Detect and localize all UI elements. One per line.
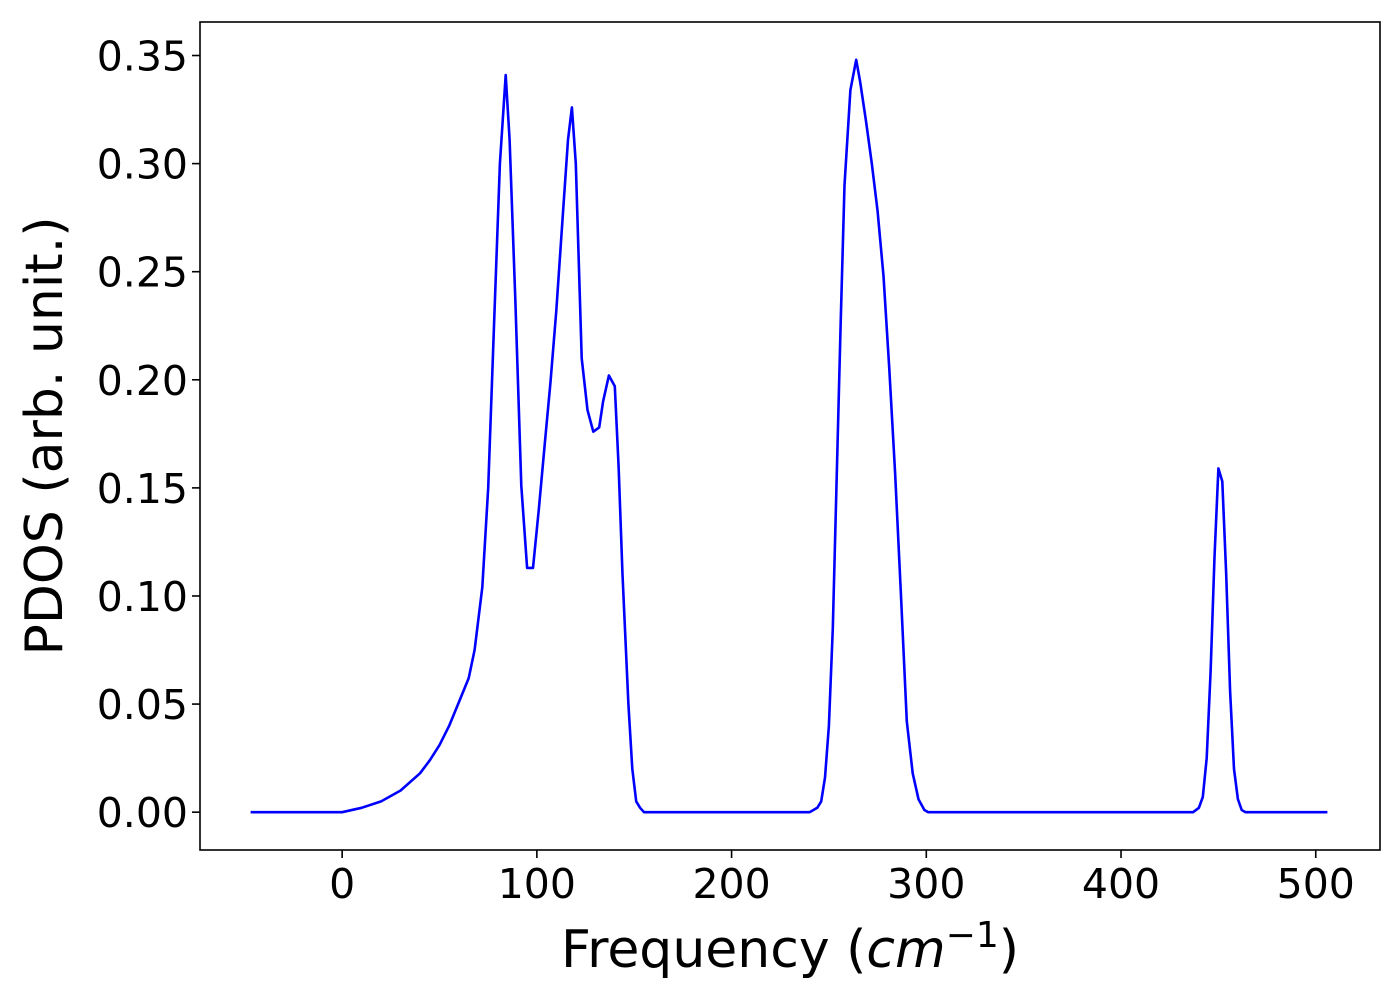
y-tick-label: 0.00 — [97, 789, 188, 837]
y-tick-label: 0.20 — [97, 357, 188, 405]
pdos-series-line — [250, 58, 1328, 814]
y-tick-label: 0.25 — [97, 249, 188, 297]
y-axis-ticks: 0.00 0.05 0.10 0.15 0.20 0.25 0.30 0.35 — [97, 33, 200, 837]
x-tick-label: 200 — [692, 860, 770, 908]
y-tick-label: 0.05 — [97, 681, 188, 729]
x-tick-label: 400 — [1082, 860, 1160, 908]
x-tick-label: 500 — [1277, 860, 1355, 908]
y-axis-title: PDOS (arb. unit.) — [15, 216, 75, 655]
x-axis-ticks: 0 100 200 300 400 500 — [329, 850, 1355, 908]
y-tick-label: 0.30 — [97, 141, 188, 189]
series-layer — [250, 58, 1328, 814]
plot-frame — [199, 21, 1381, 851]
x-tick-label: 100 — [498, 860, 576, 908]
y-tick-label: 0.10 — [97, 573, 188, 621]
y-tick-label: 0.35 — [97, 33, 188, 81]
x-tick-label: 300 — [887, 860, 965, 908]
x-tick-label: 0 — [329, 860, 355, 908]
plot-background — [200, 22, 1380, 850]
x-axis-title: Frequency (cm−1) — [561, 915, 1019, 980]
y-tick-label: 0.15 — [97, 465, 188, 513]
